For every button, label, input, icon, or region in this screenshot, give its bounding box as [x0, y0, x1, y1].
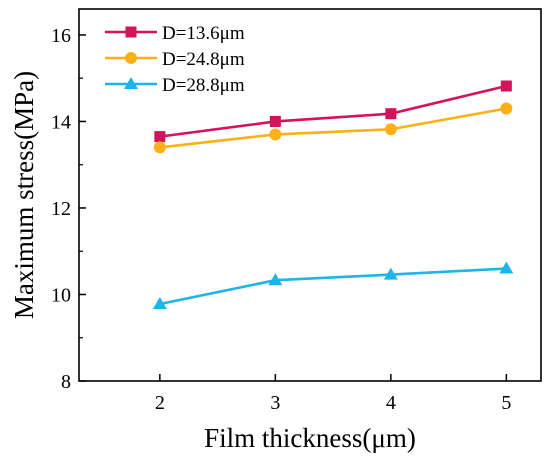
x-tick-label: 3	[270, 392, 280, 414]
plot-frame	[78, 8, 542, 382]
series-1	[154, 80, 512, 143]
legend-label: D=13.6μm	[162, 23, 245, 44]
x-tick-label: 4	[386, 392, 396, 414]
legend-entry: D=24.8μm	[105, 49, 245, 70]
y-tick-label: 10	[51, 284, 71, 306]
data-point	[384, 123, 397, 136]
data-point	[383, 267, 398, 280]
data-point	[269, 128, 282, 141]
series-layer	[152, 80, 514, 310]
series-line	[159, 84, 507, 138]
legend-marker	[124, 77, 138, 89]
series-line	[159, 107, 507, 149]
legend-entry: D=13.6μm	[105, 23, 245, 44]
y-tick-label: 14	[51, 111, 71, 133]
y-axis-label: Maximum stress(MPa)	[9, 71, 39, 319]
data-point	[500, 80, 512, 92]
y-tick-label: 8	[61, 371, 71, 393]
legend-marker	[125, 52, 137, 64]
x-axis-label: Film thickness(μm)	[204, 423, 416, 453]
data-point	[268, 273, 283, 286]
x-tick-label: 5	[501, 392, 511, 414]
series-2	[153, 102, 513, 154]
legend-entry: D=28.8μm	[105, 75, 245, 96]
data-point	[269, 115, 281, 127]
data-point	[154, 131, 166, 143]
legend-marker	[125, 26, 137, 38]
x-axis-ticks: 2 3 4 5	[155, 374, 511, 414]
series-3	[152, 261, 514, 310]
plot-border	[78, 8, 542, 382]
series-line	[159, 267, 507, 306]
data-point	[499, 261, 514, 274]
legend: D=13.6μm D=24.8μm D=28.8μm	[105, 23, 245, 96]
y-tick-label: 12	[51, 198, 71, 220]
y-axis-ticks: 8 10 12 14 16	[51, 25, 86, 393]
y-tick-label: 16	[51, 25, 71, 47]
data-point	[385, 108, 397, 120]
data-point	[152, 297, 167, 310]
legend-label: D=24.8μm	[162, 49, 245, 70]
legend-label: D=28.8μm	[162, 75, 245, 96]
x-tick-label: 2	[155, 392, 165, 414]
data-point	[153, 141, 166, 154]
data-point	[500, 102, 513, 115]
